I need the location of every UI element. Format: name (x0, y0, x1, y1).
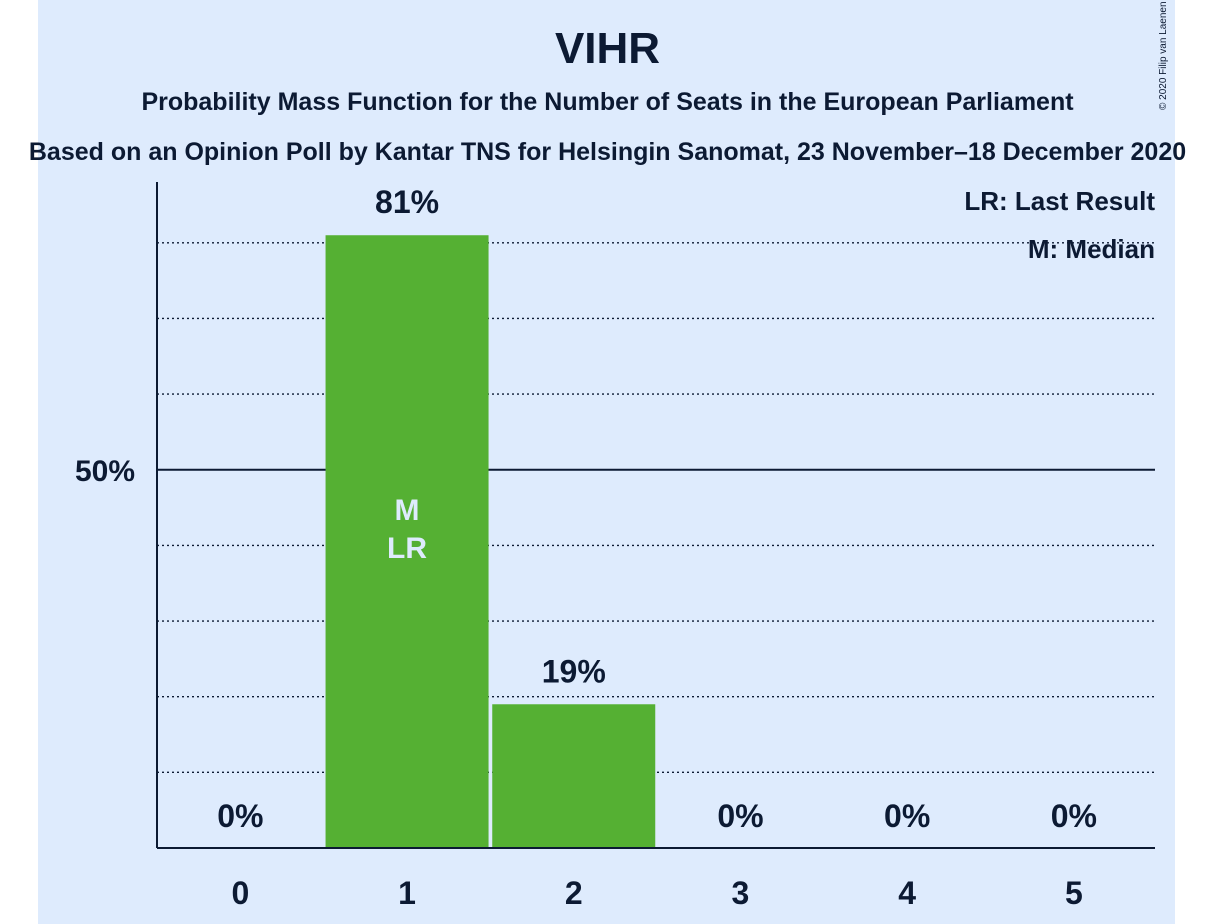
data-label: 0% (217, 798, 263, 834)
x-tick-label: 1 (398, 875, 416, 911)
legend-entry: LR: Last Result (964, 186, 1155, 216)
legend-entry: M: Median (1028, 234, 1155, 264)
data-label: 0% (717, 798, 763, 834)
chart-subtitle: Probability Mass Function for the Number… (141, 88, 1074, 116)
chart-source-subtitle: Based on an Opinion Poll by Kantar TNS f… (28, 138, 1187, 166)
x-tick-label: 2 (565, 875, 583, 911)
data-label: 19% (542, 653, 606, 689)
x-tick-label: 4 (898, 875, 916, 911)
bar-annotation: M (395, 494, 420, 527)
x-tick-label: 0 (231, 875, 249, 911)
bar-1 (325, 235, 489, 849)
bar-annotation: LR (387, 532, 427, 565)
x-tick-label: 5 (1065, 875, 1083, 911)
x-tick-label: 3 (732, 875, 750, 911)
data-label: 0% (884, 798, 930, 834)
chart-title: VIHR (554, 24, 661, 73)
y-tick-label: 50% (75, 455, 135, 488)
bar-2 (492, 704, 656, 848)
data-label: 81% (375, 184, 439, 220)
data-label: 0% (1051, 798, 1097, 834)
